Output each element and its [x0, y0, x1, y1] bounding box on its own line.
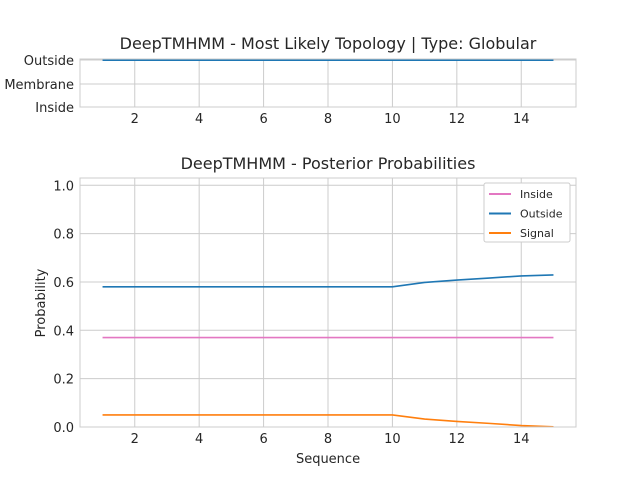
posterior-y-tick-label: 0.2: [53, 373, 74, 388]
posterior-x-tick-label: 14: [513, 432, 530, 447]
posterior-x-ticks: 2 4 6 8 10 12 14: [131, 432, 530, 447]
topology-x-tick-label: 4: [195, 112, 203, 127]
topology-x-tick-label: 10: [384, 112, 401, 127]
legend: Inside Outside Signal: [483, 182, 571, 243]
x-axis-label: Sequence: [296, 452, 360, 467]
topology-chart: DeepTMHMM - Most Likely Topology | Type:…: [4, 34, 577, 127]
topology-x-tick-label: 2: [131, 112, 139, 127]
topology-y-tick-label: Membrane: [4, 78, 74, 93]
topology-x-tick-label: 12: [449, 112, 466, 127]
topology-y-tick-label: Inside: [35, 101, 74, 116]
legend-label-outside: Outside: [520, 208, 563, 221]
posterior-y-tick-label: 0.0: [53, 421, 74, 436]
topology-frame: [79, 58, 577, 108]
posterior-x-tick-label: 2: [131, 432, 139, 447]
topology-title: DeepTMHMM - Most Likely Topology | Type:…: [120, 34, 537, 53]
posterior-y-ticks: 0.0 0.2 0.4 0.6 0.8 1.0: [53, 179, 74, 436]
legend-label-inside: Inside: [520, 188, 553, 201]
legend-label-signal: Signal: [520, 227, 554, 240]
posterior-lines: [102, 274, 554, 428]
posterior-x-tick-label: 10: [384, 432, 401, 447]
y-axis-label: Probability: [34, 268, 49, 337]
topology-x-tick-label: 6: [259, 112, 267, 127]
legend-box: [483, 182, 571, 243]
topology-x-tick-label: 14: [513, 112, 530, 127]
posterior-y-tick-label: 1.0: [53, 179, 74, 194]
posterior-x-tick-label: 8: [324, 432, 332, 447]
posterior-x-tick-label: 6: [259, 432, 267, 447]
topology-y-ticks: Inside Membrane Outside: [4, 54, 74, 116]
series-line-outside: [102, 274, 554, 288]
posterior-title: DeepTMHMM - Posterior Probabilities: [181, 154, 476, 173]
posterior-x-tick-label: 4: [195, 432, 203, 447]
topology-x-tick-label: 8: [324, 112, 332, 127]
topology-grid: [80, 59, 576, 108]
posterior-frame: [79, 177, 577, 428]
posterior-chart: DeepTMHMM - Posterior Probabilities 0.00…: [34, 154, 577, 467]
posterior-x-tick-label: 12: [449, 432, 466, 447]
topology-y-tick-label: Outside: [24, 54, 74, 69]
posterior-y-tick-label: 0.6: [53, 276, 74, 291]
topology-x-ticks: 2 4 6 8 10 12 14: [131, 112, 530, 127]
posterior-y-tick-label: 0.8: [53, 228, 74, 243]
series-line-signal: [102, 414, 554, 428]
posterior-y-tick-label: 0.4: [53, 324, 74, 339]
